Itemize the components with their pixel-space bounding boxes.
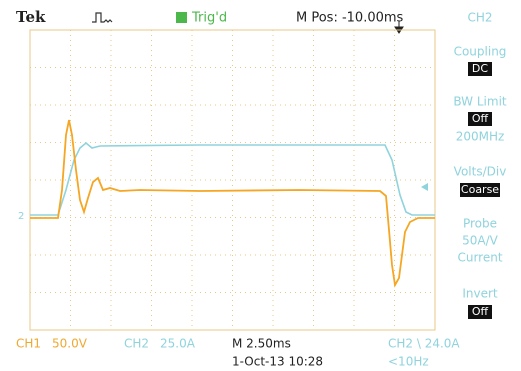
trigger-info: CH2 \ 24.0A — [388, 337, 460, 351]
menu-label[interactable]: Invert — [462, 287, 498, 301]
position: M Pos: -10.00ms — [296, 11, 404, 26]
ch1-label: CH1 — [16, 337, 41, 351]
menu-value[interactable]: Coarse — [461, 183, 499, 196]
menu-label[interactable]: Volts/Div — [454, 165, 507, 179]
menu-detail: Current — [457, 251, 502, 265]
ch2-trace — [30, 143, 435, 215]
menu-value[interactable]: Off — [472, 112, 489, 125]
trigger-level-marker — [421, 183, 428, 191]
menu-detail: 200MHz — [456, 130, 505, 144]
trigger-icon — [92, 13, 112, 22]
timebase: M 2.50ms — [232, 337, 291, 351]
side-menu: CH2 Coupling DC BW Limit Off 200MHz Volt… — [453, 11, 507, 320]
graticule — [30, 30, 435, 330]
menu-detail: 50A/V — [462, 234, 499, 248]
menu-label[interactable]: Coupling — [454, 45, 507, 59]
trigger-frequency: <10Hz — [388, 355, 429, 369]
menu-value[interactable]: DC — [472, 62, 488, 75]
brand: Tek — [16, 8, 46, 26]
menu-label[interactable]: Probe — [463, 217, 497, 231]
ch2-ground-marker: 2 — [18, 211, 24, 222]
ch1-scale: 50.0V — [52, 337, 88, 351]
date-time: 1-Oct-13 10:28 — [232, 355, 323, 369]
trigger-status: Trig'd — [191, 11, 227, 26]
menu-title: CH2 — [467, 11, 492, 25]
scope-screen: Tek Trig'd M Pos: -10.00ms 2 CH2 Couplin… — [0, 0, 521, 371]
ch2-label: CH2 — [124, 337, 149, 351]
menu-value[interactable]: Off — [472, 305, 489, 318]
menu-label[interactable]: BW Limit — [453, 95, 507, 109]
trig-indicator — [176, 12, 187, 23]
ch2-scale: 25.0A — [160, 337, 196, 351]
